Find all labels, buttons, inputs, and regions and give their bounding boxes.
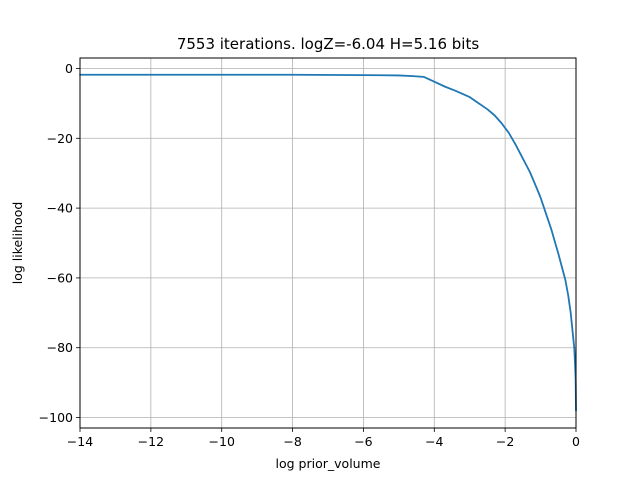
y-axis-label: log likelihood [10, 202, 25, 285]
plot-area [79, 73, 577, 412]
y-tick-label: −80 [47, 340, 73, 355]
y-tick-label: −60 [47, 270, 73, 285]
x-tick-label: −10 [209, 434, 235, 449]
x-axis-label: log prior_volume [276, 456, 381, 471]
y-tick-label: −100 [39, 410, 73, 425]
x-tick-label: −6 [354, 434, 372, 449]
grid-lines [79, 58, 577, 428]
x-tick-label: 0 [572, 434, 580, 449]
x-tick-label: −2 [496, 434, 514, 449]
x-tick-label: −8 [283, 434, 301, 449]
chart-title: 7553 iterations. logZ=-6.04 H=5.16 bits [177, 35, 480, 53]
y-tick-label: 0 [65, 61, 73, 76]
x-tick-label: −14 [67, 434, 93, 449]
x-tick-label: −12 [138, 434, 164, 449]
y-tick-label: −20 [47, 131, 73, 146]
x-ticks: −14 −12 −10 −8 −6 −4 −2 0 [67, 428, 580, 449]
series-line [79, 73, 577, 412]
x-tick-label: −4 [425, 434, 443, 449]
axes-frame [79, 57, 577, 429]
y-ticks: 0 −20 −40 −60 −80 −100 [39, 61, 80, 425]
y-tick-label: −40 [47, 201, 73, 216]
